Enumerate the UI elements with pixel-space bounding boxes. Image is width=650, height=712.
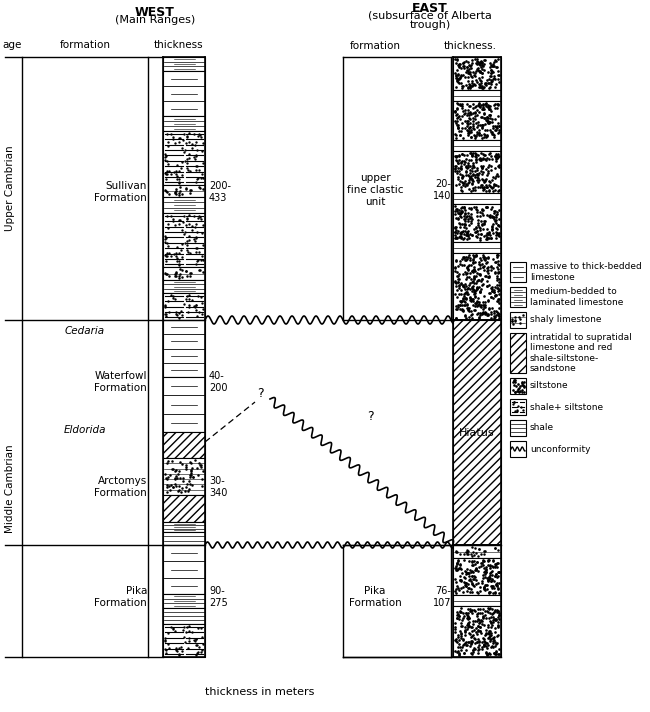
- Text: 76-
107: 76- 107: [432, 586, 451, 608]
- Text: ?: ?: [257, 387, 264, 400]
- Bar: [510, 420, 526, 436]
- Bar: [453, 193, 501, 204]
- Bar: [163, 185, 205, 197]
- Text: 200-
433: 200- 433: [209, 181, 231, 203]
- Bar: [163, 458, 205, 495]
- Text: shaly limestone: shaly limestone: [530, 315, 601, 325]
- Bar: [510, 378, 526, 394]
- Bar: [453, 545, 501, 558]
- Text: intratidal to supratidal
limestone and red
shale-siltstone-
sandstone: intratidal to supratidal limestone and r…: [530, 333, 632, 373]
- Text: Middle Cambrian: Middle Cambrian: [5, 444, 15, 533]
- Bar: [163, 131, 205, 185]
- Bar: [510, 312, 526, 328]
- Text: shale: shale: [530, 424, 554, 432]
- Bar: [453, 595, 501, 606]
- Bar: [453, 320, 501, 545]
- Bar: [453, 558, 501, 595]
- Text: age: age: [3, 40, 21, 50]
- Text: trough): trough): [410, 20, 450, 30]
- Text: formation: formation: [60, 40, 110, 50]
- Bar: [453, 253, 501, 320]
- Text: 20-
140: 20- 140: [433, 179, 451, 201]
- Bar: [163, 594, 205, 608]
- Bar: [163, 213, 205, 267]
- Text: formation: formation: [350, 41, 400, 51]
- Text: Sullivan
Formation: Sullivan Formation: [94, 181, 147, 203]
- Text: 90-
275: 90- 275: [209, 586, 228, 608]
- Bar: [163, 532, 205, 545]
- Bar: [510, 399, 526, 415]
- Bar: [163, 280, 205, 293]
- Bar: [453, 204, 501, 242]
- Text: WEST: WEST: [135, 6, 175, 19]
- Text: thickness in meters: thickness in meters: [205, 687, 315, 697]
- Bar: [163, 71, 205, 116]
- Text: Cedaria: Cedaria: [65, 326, 105, 336]
- Bar: [510, 262, 526, 282]
- Bar: [163, 608, 205, 624]
- Bar: [163, 545, 205, 594]
- Bar: [453, 242, 501, 253]
- Text: (subsurface of Alberta: (subsurface of Alberta: [368, 11, 492, 21]
- Text: Pika
Formation: Pika Formation: [348, 586, 402, 608]
- Text: 40-
200: 40- 200: [209, 371, 228, 393]
- Text: medium-bedded to
laminated limestone: medium-bedded to laminated limestone: [530, 288, 623, 307]
- Bar: [163, 57, 205, 71]
- Bar: [510, 333, 526, 373]
- Bar: [163, 320, 205, 377]
- Bar: [453, 101, 501, 140]
- Text: 30-
340: 30- 340: [209, 476, 228, 498]
- Bar: [163, 522, 205, 532]
- Text: ?: ?: [367, 411, 373, 424]
- Bar: [163, 377, 205, 432]
- Bar: [453, 57, 501, 90]
- Text: thickness.: thickness.: [443, 41, 497, 51]
- Bar: [163, 197, 205, 213]
- Bar: [453, 90, 501, 101]
- Bar: [453, 151, 501, 193]
- Text: Upper Cambrian: Upper Cambrian: [5, 146, 15, 231]
- Bar: [163, 267, 205, 280]
- Bar: [163, 116, 205, 131]
- Bar: [453, 606, 501, 657]
- Text: Pika
Formation: Pika Formation: [94, 586, 147, 608]
- Bar: [163, 293, 205, 320]
- Text: massive to thick-bedded
limestone: massive to thick-bedded limestone: [530, 262, 642, 282]
- Text: EAST: EAST: [412, 2, 448, 15]
- Text: unconformity: unconformity: [530, 444, 590, 454]
- Text: Eldorida: Eldorida: [64, 425, 106, 435]
- Text: thickness: thickness: [153, 40, 203, 50]
- Bar: [510, 441, 526, 457]
- Bar: [163, 432, 205, 458]
- Text: shale+ siltstone: shale+ siltstone: [530, 402, 603, 412]
- Text: (Main Ranges): (Main Ranges): [115, 15, 195, 25]
- Text: Waterfowl
Formation: Waterfowl Formation: [94, 371, 147, 393]
- Text: Arctomys
Formation: Arctomys Formation: [94, 476, 147, 498]
- Text: upper
fine clastic
unit: upper fine clastic unit: [346, 174, 403, 206]
- Bar: [453, 140, 501, 151]
- Text: siltstone: siltstone: [530, 382, 569, 390]
- Text: Hiatus: Hiatus: [459, 427, 495, 437]
- Bar: [510, 287, 526, 307]
- Bar: [163, 495, 205, 522]
- Bar: [163, 624, 205, 657]
